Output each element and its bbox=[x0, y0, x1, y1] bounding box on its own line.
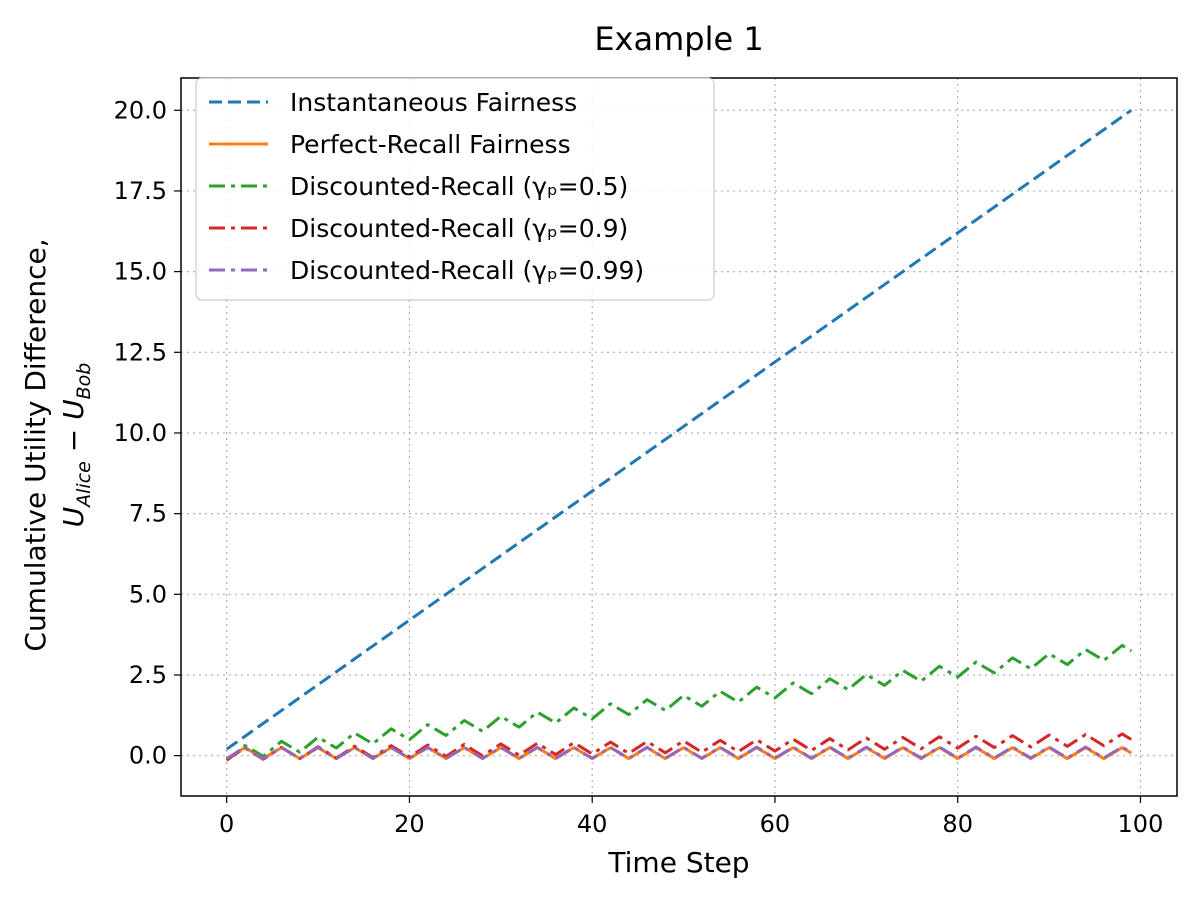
series-line-2 bbox=[225, 643, 1133, 762]
x-tick-label: 60 bbox=[760, 810, 791, 838]
x-tick-label: 80 bbox=[942, 810, 973, 838]
legend-box bbox=[195, 77, 715, 301]
legend: Instantaneous Fairness Perfect-Recall Fai… bbox=[195, 77, 715, 301]
y-axis-label-line2: UAlice − UBob bbox=[57, 363, 95, 528]
y-axis-label-line1: Cumulative Utility Difference, bbox=[19, 238, 52, 651]
x-tick-label: 20 bbox=[394, 810, 425, 838]
ticks: 0 20 40 60 80 100 0.0 2.5 5.0 7.5 10.0 12.5 15.0 17.5… bbox=[114, 96, 1164, 838]
y-tick-label: 0.0 bbox=[129, 742, 167, 770]
legend-label: Instantaneous Fairness bbox=[290, 88, 577, 117]
x-tick-label: 0 bbox=[219, 810, 234, 838]
legend-label: Discounted-Recall (γₚ=0.5) bbox=[290, 172, 628, 201]
y-axis-label: Cumulative Utility Difference, UAlice − … bbox=[19, 238, 95, 651]
x-axis-label: Time Step bbox=[607, 846, 749, 879]
series-line-3 bbox=[225, 732, 1133, 762]
legend-label: Discounted-Recall (γₚ=0.99) bbox=[290, 256, 644, 285]
series-layer bbox=[225, 109, 1133, 762]
y-tick-label: 5.0 bbox=[129, 580, 167, 608]
y-tick-label: 15.0 bbox=[114, 258, 167, 286]
legend-label: Perfect-Recall Fairness bbox=[290, 130, 571, 159]
series-line-0 bbox=[225, 109, 1133, 751]
y-tick-label: 7.5 bbox=[129, 500, 167, 528]
y-tick-label: 12.5 bbox=[114, 338, 167, 366]
x-tick-label: 100 bbox=[1118, 810, 1164, 838]
y-tick-label: 2.5 bbox=[129, 661, 167, 689]
y-tick-label: 17.5 bbox=[114, 177, 167, 205]
series-line-4 bbox=[225, 745, 1133, 761]
y-tick-label: 20.0 bbox=[114, 96, 167, 124]
x-tick-label: 40 bbox=[577, 810, 608, 838]
chart-title: Example 1 bbox=[594, 20, 763, 58]
legend-label: Discounted-Recall (γₚ=0.9) bbox=[290, 214, 628, 243]
y-tick-label: 10.0 bbox=[114, 419, 167, 447]
